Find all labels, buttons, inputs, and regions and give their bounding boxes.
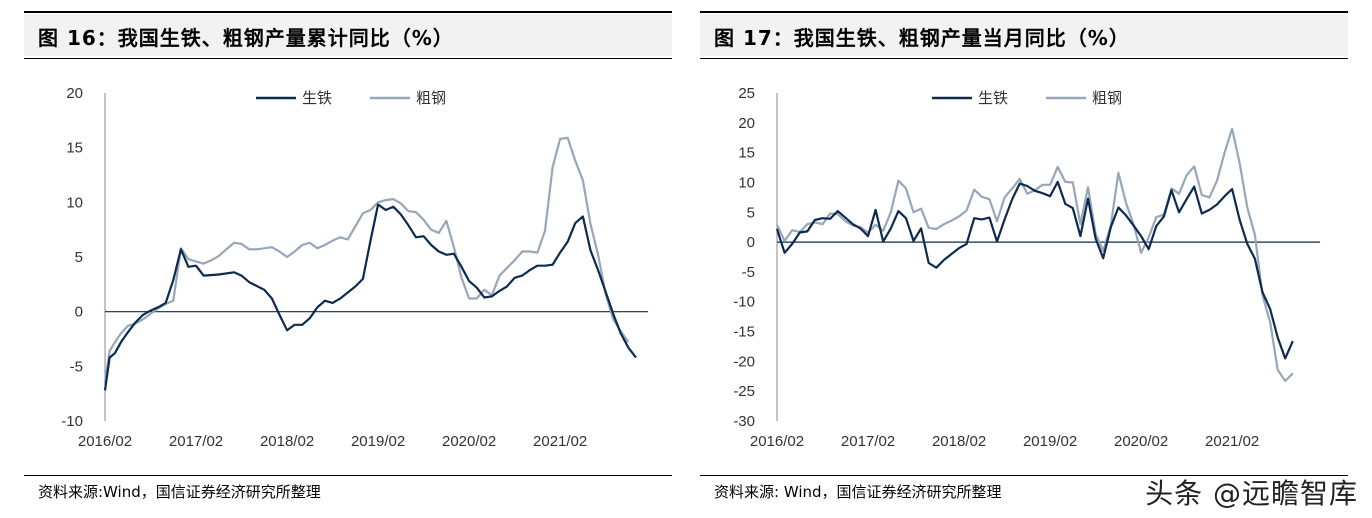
chart-panel-monthly: 图 17：我国生铁、粗钢产量当月同比（%） -30 -25 -20 -15 -10 -5 0… xyxy=(700,0,1348,518)
x-tick-label: 2017/02 xyxy=(841,433,895,450)
watermark-text: 头条 @远瞻智库 xyxy=(1145,477,1358,510)
y-tick-label: -20 xyxy=(733,353,755,370)
y-tick-label: 5 xyxy=(747,204,755,221)
x-tick-label: 2021/02 xyxy=(1205,433,1259,450)
title-rule xyxy=(700,58,1348,59)
source-note: 资料来源: Wind，国信证券经济研究所整理 xyxy=(714,483,1002,501)
x-tick-label: 2018/02 xyxy=(260,433,314,450)
y-tick-label: 20 xyxy=(738,115,755,132)
chart-title: 图 16：我国生铁、粗钢产量累计同比（%） xyxy=(38,26,454,50)
x-tick-label: 2020/02 xyxy=(1114,433,1168,450)
y-tick-label: 10 xyxy=(738,174,755,191)
line-chart-cumulative: -10 -5 0 5 10 15 20 2016/02 2017/02 2018/02 2019/0… xyxy=(61,85,648,450)
x-tick-label: 2019/02 xyxy=(351,433,405,450)
series-line-crude-steel xyxy=(103,136,630,383)
y-tick-label: -5 xyxy=(742,264,755,281)
y-tick-label: 0 xyxy=(75,304,83,321)
y-tick-label: -15 xyxy=(733,324,755,341)
x-tick-label: 2019/02 xyxy=(1023,433,1077,450)
x-tick-label: 2020/02 xyxy=(442,433,496,450)
chart-title: 图 17：我国生铁、粗钢产量当月同比（%） xyxy=(714,26,1130,50)
y-tick-label: -10 xyxy=(61,413,83,430)
series-line-crude-steel xyxy=(776,127,1294,383)
legend-label: 生铁 xyxy=(302,89,332,107)
legend-label: 粗钢 xyxy=(1092,89,1122,107)
x-tick-label: 2016/02 xyxy=(78,433,132,450)
y-tick-label: -25 xyxy=(733,383,755,400)
y-tick-label: 20 xyxy=(66,85,83,102)
y-tick-label: 5 xyxy=(75,249,83,266)
title-rule xyxy=(24,58,672,59)
line-chart-monthly: -30 -25 -20 -15 -10 -5 0 5 10 15 20 25 2016/02 2017/0… xyxy=(733,85,1320,450)
legend-label: 生铁 xyxy=(978,89,1008,107)
bottom-rule xyxy=(700,475,1348,476)
top-rule xyxy=(24,11,672,13)
top-rule xyxy=(700,11,1348,13)
chart-panel-cumulative: 图 16：我国生铁、粗钢产量累计同比（%） -10 -5 0 5 10 15 20 2016/… xyxy=(24,0,672,518)
y-tick-label: 25 xyxy=(738,85,755,102)
y-tick-label: 0 xyxy=(747,234,755,251)
y-tick-label: -30 xyxy=(733,413,755,430)
y-tick-label: 10 xyxy=(66,194,83,211)
series-line-pig-iron xyxy=(103,203,637,391)
x-tick-label: 2021/02 xyxy=(533,433,587,450)
title-bar xyxy=(24,14,672,56)
source-note: 资料来源:Wind，国信证券经济研究所整理 xyxy=(38,483,321,501)
y-tick-label: -5 xyxy=(70,358,83,375)
y-tick-label: -10 xyxy=(733,294,755,311)
x-tick-label: 2017/02 xyxy=(169,433,223,450)
x-tick-label: 2016/02 xyxy=(750,433,804,450)
y-tick-label: 15 xyxy=(66,140,83,157)
series-line-pig-iron xyxy=(775,180,1294,360)
bottom-rule xyxy=(24,475,672,476)
y-tick-label: 15 xyxy=(738,145,755,162)
legend-label: 粗钢 xyxy=(416,89,446,107)
x-tick-label: 2018/02 xyxy=(932,433,986,450)
title-bar xyxy=(700,14,1348,56)
